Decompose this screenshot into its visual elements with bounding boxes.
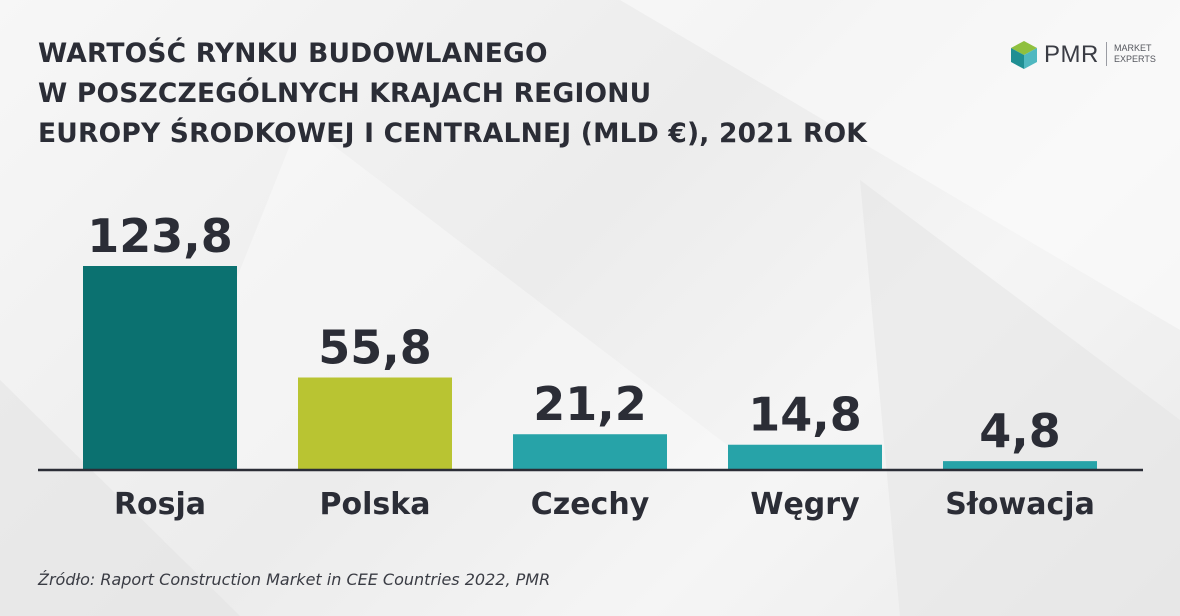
category-label-4: Węgry	[750, 487, 860, 522]
logo-divider	[1106, 42, 1107, 66]
data-label-5: 4,8	[979, 404, 1061, 458]
logo-name: PMR	[1044, 41, 1099, 68]
bar-3	[513, 434, 667, 469]
category-label-3: Czechy	[531, 487, 650, 522]
bar-2	[298, 377, 452, 469]
category-label-1: Rosja	[114, 487, 206, 522]
data-label-2: 55,8	[318, 321, 432, 375]
category-label-2: Polska	[320, 487, 431, 522]
category-label-5: Słowacja	[945, 487, 1095, 522]
title-line-3: EUROPY ŚRODKOWEJ I CENTRALNEJ (MLD €), 2…	[38, 118, 868, 149]
cube-logo-icon	[1011, 41, 1037, 69]
logo-tagline-line-1: MARKET	[1114, 43, 1152, 53]
source-note: Źródło: Raport Construction Market in CE…	[38, 570, 551, 589]
data-label-3: 21,2	[533, 377, 647, 431]
chart-title: WARTOŚĆ RYNKU BUDOWLANEGO W POSZCZEGÓLNY…	[38, 34, 867, 154]
bar-1	[83, 266, 237, 469]
title-line-2: W POSZCZEGÓLNYCH KRAJACH REGIONU	[38, 78, 652, 109]
bar-4	[728, 444, 882, 469]
bar-5	[943, 461, 1097, 469]
title-line-1: WARTOŚĆ RYNKU BUDOWLANEGO	[38, 38, 548, 69]
logo-tagline-line-2: EXPERTS	[1114, 54, 1156, 64]
data-label-4: 14,8	[748, 388, 862, 442]
logo-tagline: MARKET EXPERTS	[1114, 43, 1174, 65]
data-label-1: 123,8	[87, 209, 233, 263]
